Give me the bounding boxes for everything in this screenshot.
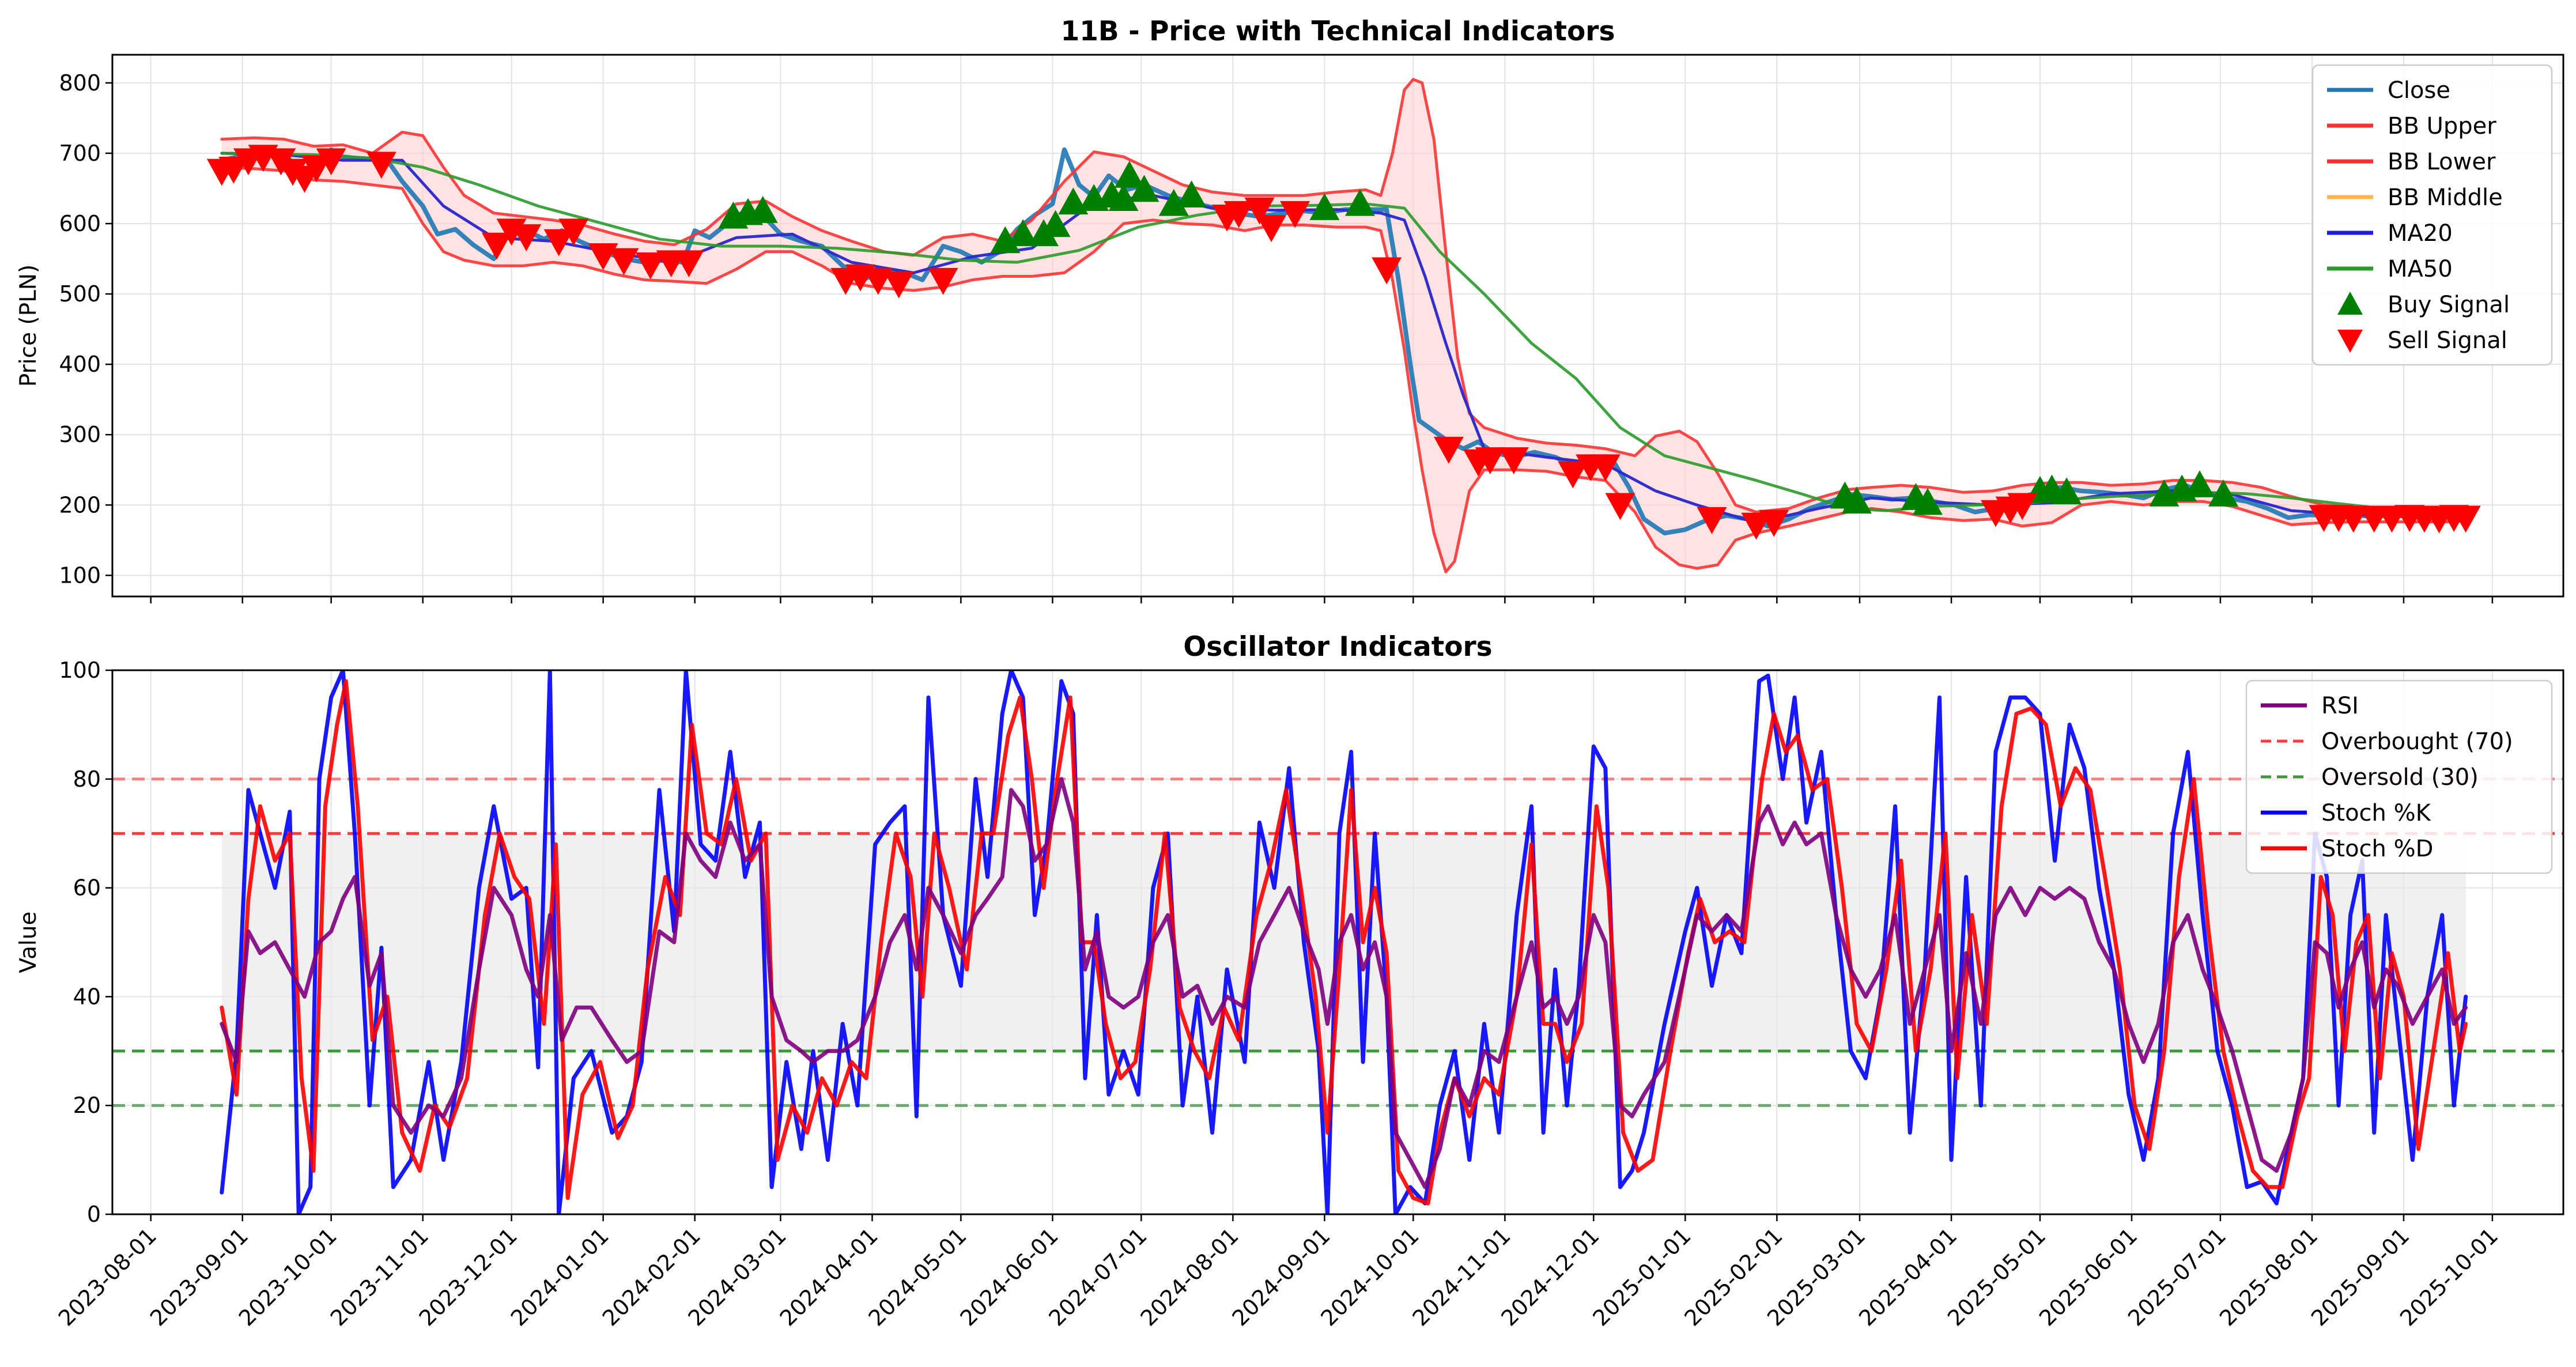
sell-signal-marker	[366, 152, 396, 179]
legend-label-buy-signal: Buy Signal	[2388, 292, 2510, 318]
sell-signal-marker	[1590, 454, 1621, 482]
chart-title: 11B - Price with Technical Indicators	[1061, 16, 1615, 47]
legend-label-rsi: RSI	[2321, 693, 2359, 719]
legend-label-bb-middle: BB Middle	[2388, 184, 2503, 211]
legend-box	[2245, 679, 2553, 874]
legend-swatch-buy-signal	[2337, 292, 2363, 315]
y-tick-label: 500	[59, 281, 101, 307]
buy-signal-marker	[1114, 160, 1145, 188]
sell-signal-marker	[928, 267, 958, 295]
sell-signal-marker	[863, 267, 893, 295]
legend-label-stoch-d: Stoch %D	[2321, 836, 2433, 862]
series-line-stoch-d	[220, 679, 2468, 1206]
plot-area	[112, 670, 2563, 1214]
y-tick-label: 100	[59, 658, 101, 683]
buy-signal-marker	[1058, 187, 1089, 215]
legend-label-stoch-k: Stoch %K	[2321, 800, 2432, 826]
buy-signal-marker	[1176, 180, 1207, 207]
buy-signal-marker	[990, 226, 1021, 254]
sell-signal-marker	[1256, 215, 1287, 243]
buy-signal-marker	[747, 196, 778, 223]
axes-frame	[111, 54, 2564, 598]
buy-signal-marker	[1344, 188, 1375, 216]
buy-signal-marker	[1108, 184, 1139, 212]
sell-signal-marker	[1741, 512, 1772, 540]
legend-box	[2311, 64, 2553, 366]
y-tick-label: 600	[59, 211, 101, 236]
sell-signal-marker	[316, 148, 346, 176]
y-tick-label: 200	[59, 492, 101, 518]
sell-signal-marker	[1372, 257, 1402, 285]
buy-signal-marker	[1158, 188, 1189, 216]
sell-signal-marker	[1697, 507, 1727, 534]
sell-signal-marker	[2450, 505, 2481, 533]
sell-signal-marker	[883, 271, 914, 299]
legend-label-bb-upper: BB Upper	[2388, 113, 2496, 139]
sell-signal-marker	[1223, 201, 1254, 228]
buy-signal-marker	[2208, 479, 2239, 507]
buy-signal-marker	[1008, 219, 1038, 247]
y-tick-label: 300	[59, 422, 101, 447]
legend-label-close: Close	[2388, 77, 2450, 104]
y-axis-label: Value	[16, 911, 41, 973]
y-tick-label: 60	[73, 875, 101, 901]
y-tick-label: 0	[87, 1202, 101, 1227]
y-tick-label: 100	[59, 562, 101, 588]
legend-label-ma50: MA50	[2388, 256, 2453, 282]
plot-area	[206, 78, 2481, 573]
legend-label-overbought-70: Overbought (70)	[2321, 728, 2513, 755]
sell-signal-marker	[1498, 447, 1529, 474]
buy-signal-marker	[1912, 488, 1943, 515]
series-line-rsi	[220, 777, 2468, 1189]
sell-signal-marker	[609, 248, 639, 275]
sell-signal-marker	[277, 158, 308, 186]
legend-swatch-sell-signal	[2337, 330, 2363, 353]
sell-signal-marker	[218, 156, 249, 184]
y-axis-label: Price (PLN)	[16, 265, 41, 387]
chart-title: Oscillator Indicators	[1183, 631, 1492, 663]
buy-signal-marker	[1129, 175, 1159, 202]
sell-signal-marker	[2338, 505, 2369, 533]
sell-signal-marker	[558, 218, 589, 246]
sell-signal-marker	[543, 229, 574, 256]
sell-signal-marker	[1475, 447, 1505, 474]
buy-signal-marker	[2052, 477, 2082, 505]
y-tick-label: 80	[73, 766, 101, 792]
sell-signal-marker	[481, 232, 512, 260]
y-tick-label: 800	[59, 70, 101, 96]
legend-label-ma20: MA20	[2388, 220, 2453, 247]
sell-signal-marker	[1558, 461, 1588, 489]
series-line-bb-lower	[220, 165, 2468, 573]
sell-signal-marker	[511, 224, 542, 251]
legend-label-sell-signal: Sell Signal	[2388, 327, 2507, 354]
series-line-ma50	[220, 152, 2468, 515]
buy-signal-marker	[1841, 486, 1872, 513]
y-tick-label: 400	[59, 352, 101, 377]
legend-label-oversold-30: Oversold (30)	[2321, 764, 2479, 791]
sell-signal-marker	[1244, 197, 1275, 225]
sell-signal-marker	[1280, 201, 1310, 228]
series-line-stoch-k	[220, 670, 2468, 1214]
y-tick-label: 20	[73, 1093, 101, 1118]
y-tick-label: 700	[59, 141, 101, 166]
sell-signal-marker	[2007, 493, 2038, 520]
buy-signal-marker	[1309, 193, 1340, 220]
axes-frame	[111, 669, 2564, 1215]
sell-signal-marker	[1605, 493, 1636, 520]
buy-signal-marker	[2184, 470, 2215, 497]
buy-signal-marker	[1040, 210, 1071, 237]
legend-label-bb-lower: BB Lower	[2388, 149, 2496, 175]
sell-signal-marker	[1433, 436, 1464, 464]
y-tick-label: 40	[73, 984, 101, 1009]
sell-signal-marker	[1759, 509, 1789, 537]
sell-signal-marker	[635, 252, 666, 280]
sell-signal-marker	[674, 250, 704, 278]
